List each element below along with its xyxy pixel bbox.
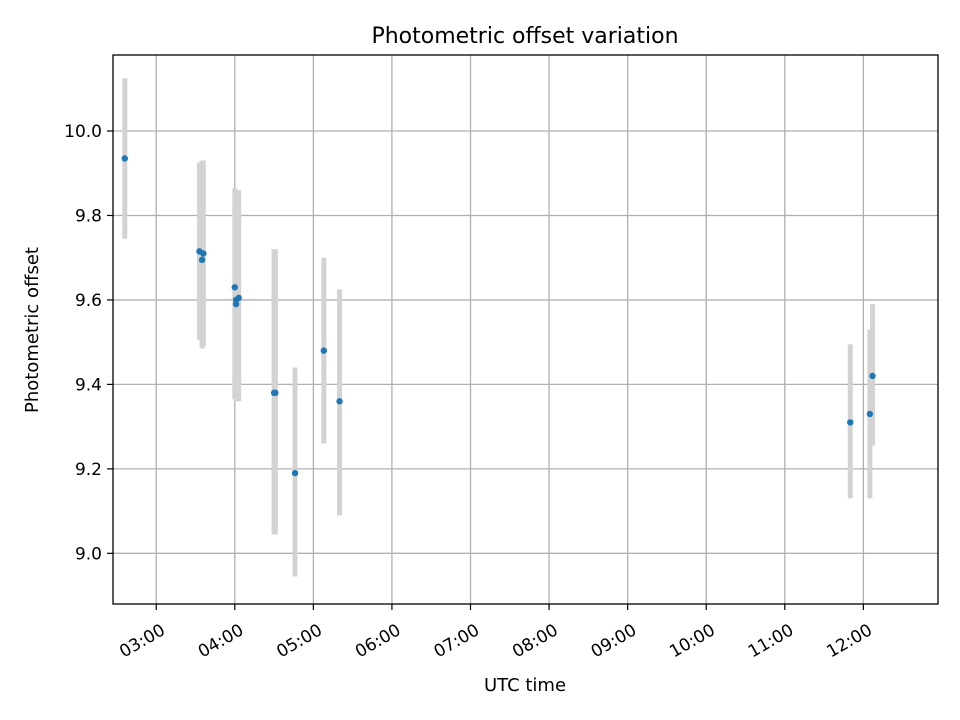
data-point xyxy=(232,300,240,308)
data-point xyxy=(336,398,343,405)
y-tick-label: 9.4 xyxy=(75,375,102,395)
data-point xyxy=(320,347,328,354)
plot-area xyxy=(113,55,938,604)
x-axis-label: UTC time xyxy=(484,675,566,696)
data-point xyxy=(866,410,874,418)
y-tick-label: 10.0 xyxy=(64,122,102,142)
y-tick-label: 9.2 xyxy=(75,460,102,480)
y-tick-label: 9.6 xyxy=(75,291,102,311)
grid-lines xyxy=(113,55,938,604)
axis-ticks xyxy=(107,130,864,610)
y-tick-labels: 9.0 9.2 9.4 9.6 9.8 10.0 xyxy=(64,122,102,564)
data-point xyxy=(869,372,876,380)
data-point xyxy=(272,389,279,397)
data-point xyxy=(847,419,854,426)
data-point xyxy=(198,256,206,264)
data-point xyxy=(235,294,242,302)
plot-frame xyxy=(112,54,939,605)
data-points xyxy=(121,155,876,477)
y-tick-label: 9.0 xyxy=(75,544,102,564)
data-point xyxy=(231,284,238,291)
chart-title: Photometric offset variation xyxy=(371,24,678,49)
data-point xyxy=(291,469,299,477)
y-axis-label: Photometric offset xyxy=(22,247,43,413)
data-point xyxy=(200,250,207,257)
y-tick-label: 9.8 xyxy=(75,206,102,226)
data-point xyxy=(121,155,128,162)
